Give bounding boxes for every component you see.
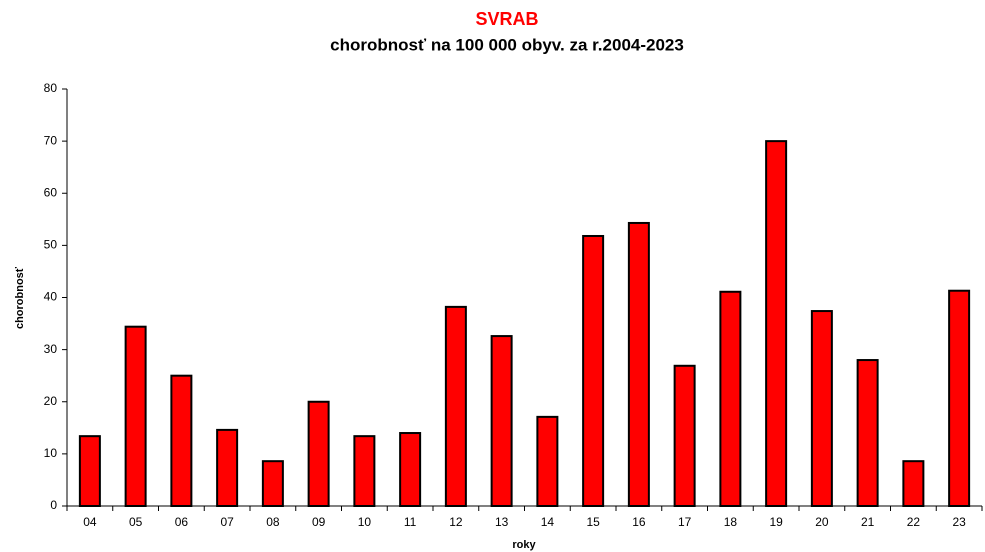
x-tick-label: 17 [678,515,692,529]
y-tick-label: 40 [44,290,58,304]
x-tick-label: 16 [632,515,646,529]
bar [216,428,239,507]
y-tick-label: 0 [50,498,57,512]
bar [78,435,101,507]
bar [170,374,193,507]
y-tick-label: 20 [44,394,58,408]
bar [490,335,513,508]
bar [765,140,788,507]
x-axis-label: roky [512,539,536,551]
x-tick-label: 19 [769,515,783,529]
bar [810,310,833,507]
x-tick-label: 18 [724,515,738,529]
x-tick-label: 05 [129,515,143,529]
x-tick-label: 14 [541,515,555,529]
y-tick-label: 70 [44,133,58,147]
y-tick-label: 10 [44,446,58,460]
bar [856,359,879,507]
x-tick-label: 06 [175,515,189,529]
bar [124,325,147,507]
chart-title: SVRAB [475,9,538,29]
x-tick-label: 09 [312,515,326,529]
bar [948,289,971,507]
bar [353,435,376,507]
bar [582,234,605,507]
y-tick-label: 60 [44,185,58,199]
y-axis-label: chorobnosť [14,266,26,329]
y-tick-label: 50 [44,238,58,252]
x-tick-label: 21 [861,515,875,529]
bar [307,400,330,507]
x-tick-label: 20 [815,515,829,529]
x-tick-label: 07 [220,515,234,529]
x-tick-label: 04 [83,515,97,529]
x-tick-label: 08 [266,515,280,529]
bar [902,460,925,507]
x-tick-label: 10 [358,515,372,529]
bar [444,305,467,507]
bar [673,364,696,507]
x-tick-label: 13 [495,515,509,529]
x-tick-label: 12 [449,515,463,529]
x-tick-label: 11 [404,515,417,529]
x-tick-label: 15 [586,515,600,529]
chart-subtitle: chorobnosť na 100 000 obyv. za r.2004-20… [330,35,684,54]
bar [719,290,742,507]
bar [536,415,559,507]
x-tick-label: 22 [907,515,921,529]
bar [399,432,422,507]
y-tick-label: 80 [44,81,58,95]
x-tick-label: 23 [952,515,966,529]
y-tick-label: 30 [44,342,58,356]
bar [261,460,284,507]
bar [627,221,650,507]
